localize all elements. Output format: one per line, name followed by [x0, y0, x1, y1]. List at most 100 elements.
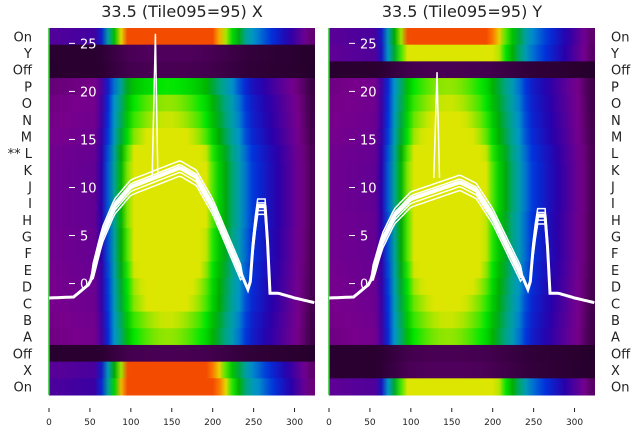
spike-line	[433, 72, 441, 178]
row-label: E	[24, 264, 32, 279]
heatmap-row	[329, 94, 595, 112]
heatmap-row	[329, 244, 595, 263]
row-label: E	[611, 264, 619, 279]
ytick-label: 5	[80, 230, 88, 245]
heatmap-row	[49, 128, 315, 146]
row-label: ** L	[8, 147, 33, 162]
heatmap-row	[49, 344, 315, 363]
heatmap-row	[49, 211, 315, 229]
heatmap-row	[49, 94, 315, 112]
ytick-label: 0	[80, 278, 88, 293]
row-label: G	[611, 231, 621, 246]
heatmap-row	[329, 294, 595, 313]
heatmap-row	[49, 244, 315, 263]
row-label: P	[24, 80, 32, 95]
heatmap-row	[329, 178, 595, 196]
xtick-label: 300	[286, 418, 303, 428]
xtick-label: 100	[122, 418, 139, 428]
ytick-label: 15	[360, 133, 377, 148]
xtick-label: 200	[484, 418, 501, 428]
ytick-label: 0	[360, 278, 368, 293]
xtick-label: 0	[46, 418, 52, 428]
row-label: D	[611, 281, 621, 296]
row-label: N	[22, 114, 32, 129]
xtick-label: 0	[326, 418, 332, 428]
row-label: D	[22, 281, 32, 296]
chart-title: 33.5 (Tile095=95) X	[101, 2, 263, 21]
ytick-label: 10	[360, 181, 377, 196]
heatmap-row	[49, 78, 315, 96]
row-label: F	[25, 247, 32, 262]
row-label: X	[611, 364, 620, 379]
heatmap-row	[49, 194, 315, 212]
xtick-label: 300	[566, 418, 583, 428]
row-label: C	[23, 297, 32, 312]
row-label: H	[22, 214, 32, 229]
heatmap-row	[49, 378, 315, 396]
heatmap-row	[49, 294, 315, 313]
heatmap-row	[49, 361, 315, 379]
chart-title: 33.5 (Tile095=95) Y	[382, 2, 543, 21]
row-label: On	[611, 30, 629, 45]
heatmap-row	[329, 211, 595, 229]
row-label: J	[27, 180, 32, 195]
heatmap-row	[329, 78, 595, 96]
heatmap-row	[329, 228, 595, 246]
row-label: F	[611, 247, 618, 262]
row-label: P	[611, 80, 619, 95]
row-label: G	[22, 231, 32, 246]
heatmap-row	[329, 328, 595, 346]
row-label: H	[611, 214, 621, 229]
xtick-label: 100	[402, 418, 419, 428]
overlay-curve	[328, 180, 595, 304]
xtick-label: 150	[163, 418, 180, 428]
ytick-label: 25	[360, 37, 377, 52]
row-label: On	[14, 30, 32, 45]
xtick-label: 50	[364, 418, 376, 428]
row-label: O	[611, 97, 621, 112]
heatmap-row	[329, 28, 595, 46]
heatmap-row	[329, 344, 595, 363]
row-label: Off	[13, 64, 33, 79]
heatmap-row	[329, 44, 595, 62]
row-label: Y	[610, 47, 619, 62]
row-label: Off	[13, 347, 33, 362]
ytick-label: 20	[80, 85, 97, 100]
heatmap-row	[49, 178, 315, 196]
row-label: I	[28, 197, 32, 212]
ytick-label: 5	[360, 230, 368, 245]
heatmap-row	[329, 261, 595, 279]
row-label: A	[23, 331, 32, 346]
ytick-label: 15	[80, 133, 97, 148]
row-label: K	[23, 164, 32, 179]
xtick-label: 50	[84, 418, 96, 428]
heatmap-row	[329, 378, 595, 396]
row-label: K	[611, 164, 620, 179]
heatmap-row	[329, 194, 595, 212]
row-label: B	[611, 314, 620, 329]
ytick-label: 10	[80, 181, 97, 196]
heatmap-row	[329, 361, 595, 379]
row-label: On	[611, 381, 629, 396]
row-label: C	[611, 297, 620, 312]
heatmap-row	[329, 161, 595, 179]
heatmap-row	[329, 144, 595, 162]
heatmap-row	[49, 61, 315, 79]
heatmap-row	[329, 311, 595, 329]
row-label: M	[611, 130, 622, 145]
heatmap-row	[49, 111, 315, 129]
xtick-label: 200	[204, 418, 221, 428]
heatmap-row	[329, 61, 595, 79]
row-label: L	[611, 147, 619, 162]
xtick-label: 150	[443, 418, 460, 428]
row-label: On	[14, 381, 32, 396]
row-label: B	[23, 314, 32, 329]
heatmap-row	[49, 261, 315, 279]
heatmap-row	[329, 128, 595, 146]
row-label: N	[611, 114, 621, 129]
row-label: Off	[611, 347, 631, 362]
